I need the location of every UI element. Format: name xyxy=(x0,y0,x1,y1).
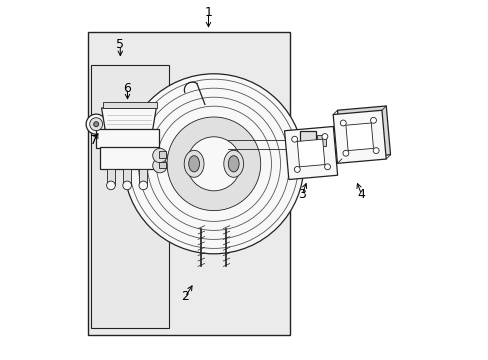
Circle shape xyxy=(342,150,348,156)
Circle shape xyxy=(123,74,303,254)
Bar xyxy=(300,131,316,151)
Bar xyxy=(88,32,289,335)
Text: 5: 5 xyxy=(116,39,124,51)
Circle shape xyxy=(139,181,147,190)
Bar xyxy=(100,147,159,169)
Circle shape xyxy=(122,181,131,190)
Text: 1: 1 xyxy=(204,6,212,19)
Ellipse shape xyxy=(224,150,243,177)
Polygon shape xyxy=(297,139,324,167)
Circle shape xyxy=(340,120,346,126)
Polygon shape xyxy=(332,110,386,163)
Circle shape xyxy=(294,167,300,172)
Circle shape xyxy=(86,114,106,134)
Ellipse shape xyxy=(188,156,199,172)
Bar xyxy=(123,169,131,185)
Circle shape xyxy=(167,117,260,211)
Bar xyxy=(103,102,156,108)
Circle shape xyxy=(370,117,376,123)
Bar xyxy=(139,169,147,185)
Text: 6: 6 xyxy=(123,82,131,95)
Circle shape xyxy=(94,122,99,127)
Circle shape xyxy=(372,148,378,153)
Text: 7: 7 xyxy=(90,134,98,147)
Circle shape xyxy=(152,158,167,173)
Ellipse shape xyxy=(184,150,203,177)
Bar xyxy=(91,65,168,328)
Text: 4: 4 xyxy=(357,188,365,201)
Polygon shape xyxy=(337,106,390,159)
Bar xyxy=(159,162,166,168)
Bar xyxy=(107,169,115,185)
Bar xyxy=(159,151,166,158)
Circle shape xyxy=(321,134,327,139)
Bar xyxy=(96,129,159,148)
Bar xyxy=(316,135,325,146)
Text: 3: 3 xyxy=(298,188,305,201)
Circle shape xyxy=(324,164,330,170)
Circle shape xyxy=(291,136,297,142)
Circle shape xyxy=(106,181,115,190)
Circle shape xyxy=(152,148,167,163)
Circle shape xyxy=(89,118,102,131)
Polygon shape xyxy=(102,108,156,130)
Ellipse shape xyxy=(228,156,239,172)
Polygon shape xyxy=(345,123,373,150)
Circle shape xyxy=(186,137,241,191)
Text: 2: 2 xyxy=(181,291,189,303)
Polygon shape xyxy=(284,126,337,180)
